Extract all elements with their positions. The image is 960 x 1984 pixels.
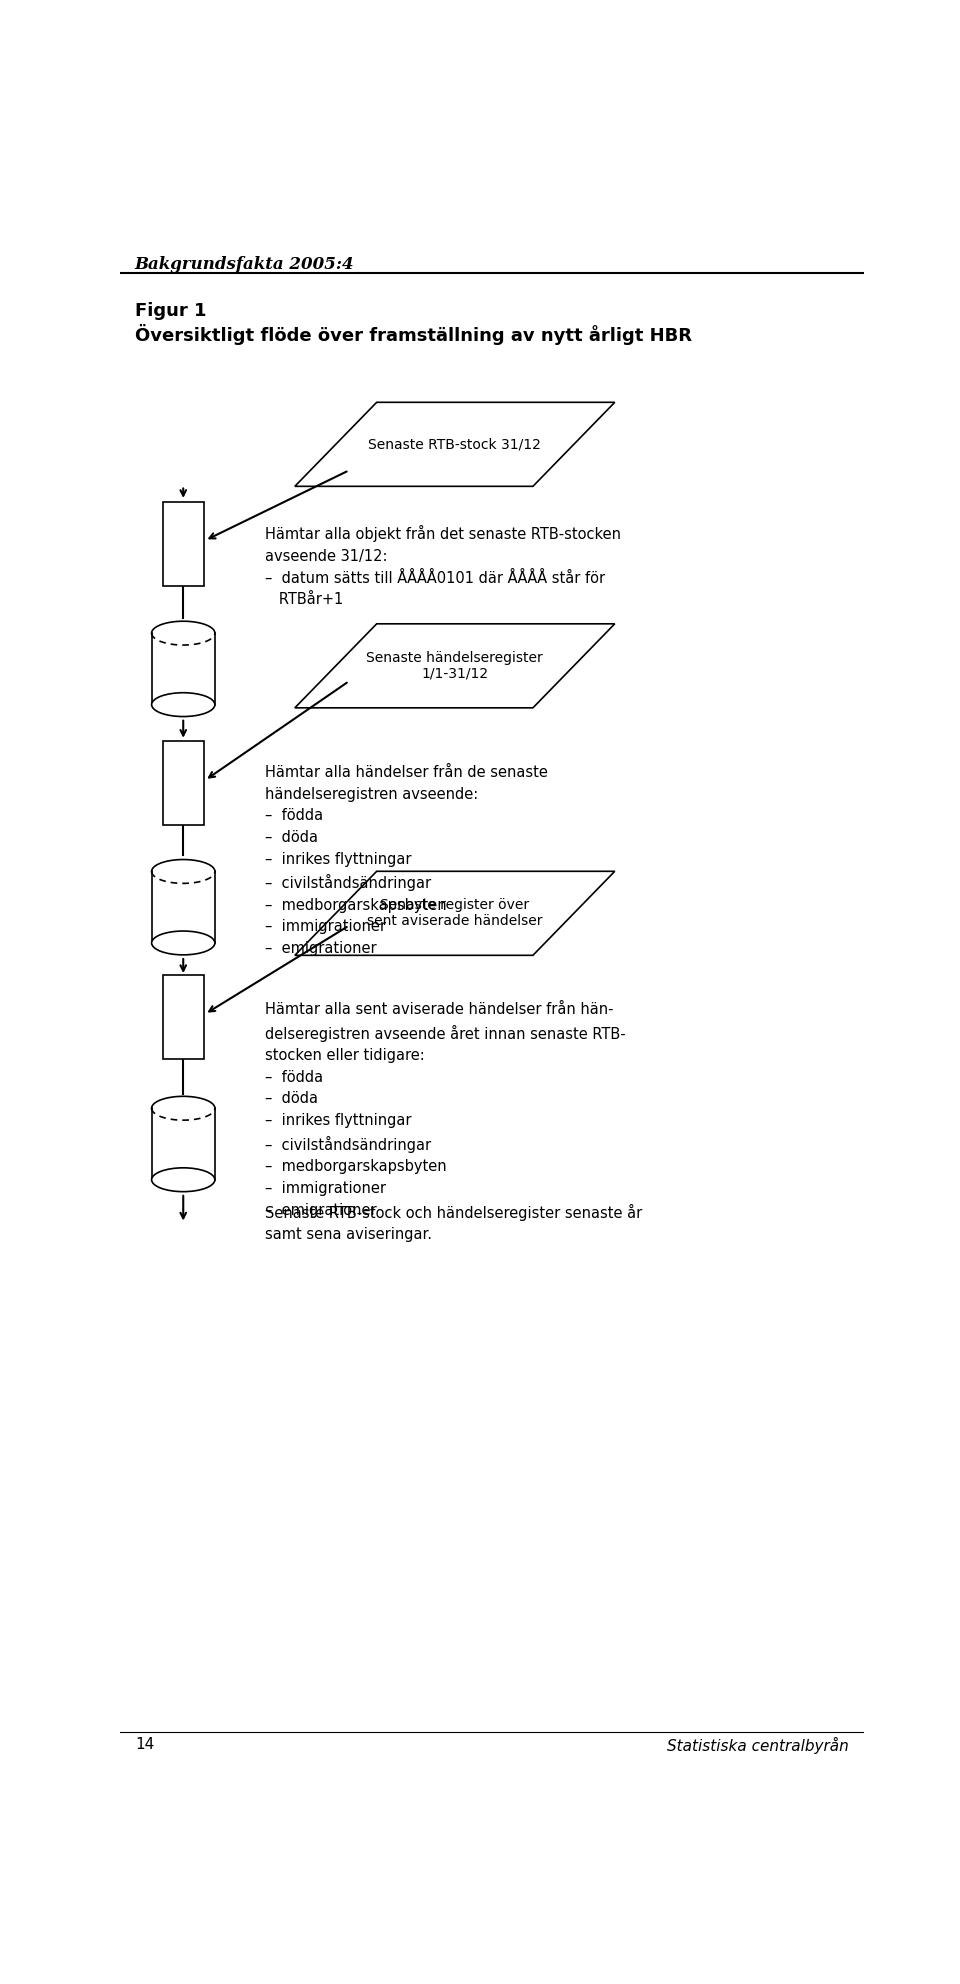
Text: Statistiska centralbyrån: Statistiska centralbyrån bbox=[667, 1736, 849, 1754]
Polygon shape bbox=[295, 871, 614, 956]
Bar bbox=[163, 742, 204, 825]
Text: Bakgrundsfakta 2005:4: Bakgrundsfakta 2005:4 bbox=[134, 256, 354, 274]
Bar bbox=[152, 633, 215, 704]
Ellipse shape bbox=[152, 692, 215, 716]
Bar bbox=[163, 502, 204, 585]
Text: 14: 14 bbox=[134, 1736, 155, 1752]
Polygon shape bbox=[295, 403, 614, 486]
Text: Figur 1: Figur 1 bbox=[134, 302, 206, 319]
Polygon shape bbox=[295, 623, 614, 708]
Text: Hämtar alla objekt från det senaste RTB-stocken
avseende 31/12:
–  datum sätts t: Hämtar alla objekt från det senaste RTB-… bbox=[265, 526, 621, 607]
Bar bbox=[152, 871, 215, 942]
Text: Senaste register över
sent aviserade händelser: Senaste register över sent aviserade hän… bbox=[367, 899, 542, 929]
Text: Senaste RTB-stock och händelseregister senaste år
samt sena aviseringar.: Senaste RTB-stock och händelseregister s… bbox=[265, 1204, 642, 1242]
Text: Senaste händelseregister
1/1-31/12: Senaste händelseregister 1/1-31/12 bbox=[367, 651, 543, 681]
Text: Hämtar alla händelser från de senaste
händelseregistren avseende:
–  födda
–  dö: Hämtar alla händelser från de senaste hä… bbox=[265, 766, 548, 956]
Bar bbox=[152, 1109, 215, 1180]
Text: Hämtar alla sent aviserade händelser från hän-
delseregistren avseende året inna: Hämtar alla sent aviserade händelser frå… bbox=[265, 1002, 626, 1218]
Ellipse shape bbox=[152, 1169, 215, 1192]
Text: Senaste RTB-stock 31/12: Senaste RTB-stock 31/12 bbox=[369, 436, 541, 450]
Ellipse shape bbox=[152, 930, 215, 954]
Bar bbox=[163, 976, 204, 1059]
Text: Översiktligt flöde över framställning av nytt årligt HBR: Översiktligt flöde över framställning av… bbox=[134, 323, 692, 345]
